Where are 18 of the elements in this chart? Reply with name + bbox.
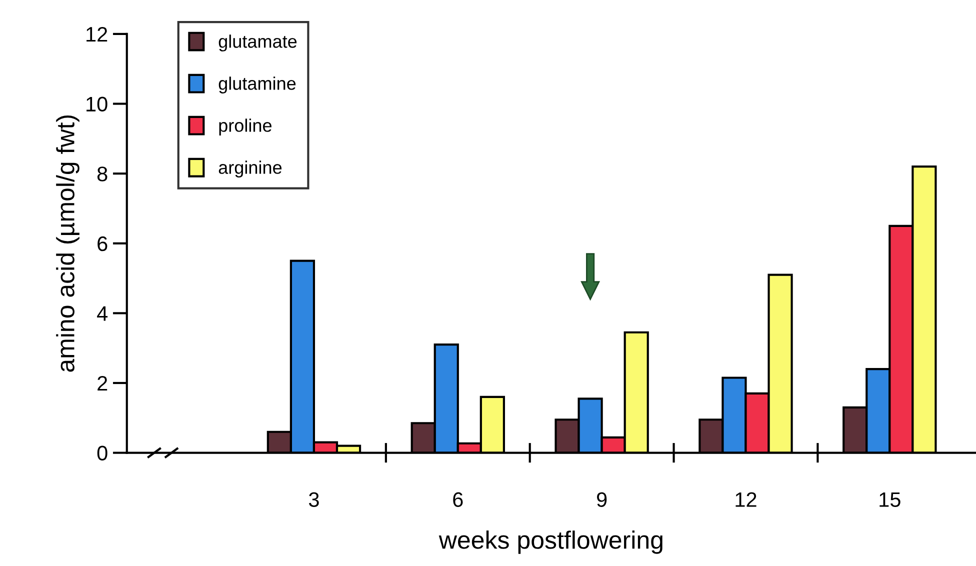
y-tick-label: 6 — [98, 236, 108, 252]
x-tick-label: 12 — [736, 492, 756, 507]
legend-label: glutamine — [218, 76, 296, 94]
legend-label: glutamate — [218, 34, 297, 52]
y-tick-label: 4 — [97, 306, 108, 321]
y-tick-label: 0 — [97, 446, 108, 461]
x-tick-label: 15 — [880, 492, 900, 507]
x-tick-label: 3 — [308, 492, 319, 507]
x-axis-title: weeks postflowering — [438, 530, 662, 554]
y-tick-label: 12 — [86, 26, 108, 42]
x-tick-label: 9 — [596, 492, 607, 507]
y-axis-title: amino acid (µmol/g fwt) — [56, 115, 80, 372]
y-tick-label: 8 — [97, 166, 108, 182]
y-tick-label: 2 — [98, 376, 108, 391]
x-tick-label: 6 — [453, 492, 463, 507]
y-tick-label: 10 — [86, 96, 108, 112]
legend-label: proline — [219, 118, 272, 136]
legend-label: arginine — [218, 160, 282, 178]
